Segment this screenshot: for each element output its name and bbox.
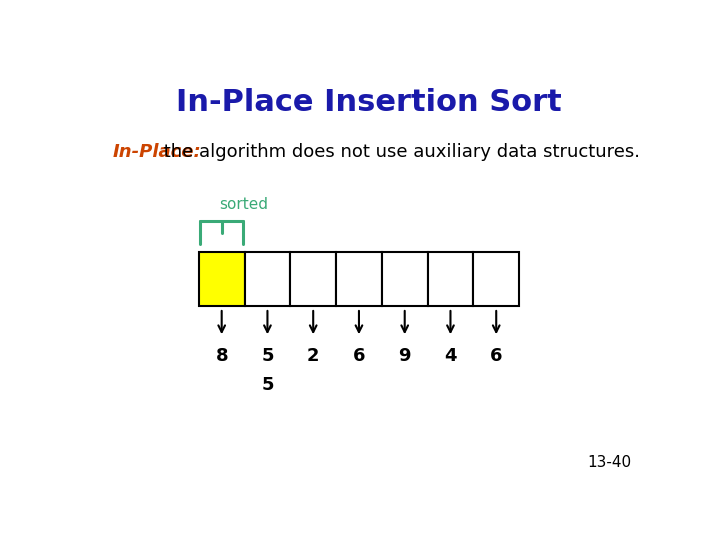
Bar [428, 252, 473, 306]
Text: 5: 5 [261, 347, 274, 365]
Text: 5: 5 [261, 376, 274, 394]
Text: the algorithm does not use auxiliary data structures.: the algorithm does not use auxiliary dat… [158, 143, 640, 161]
Bar [290, 252, 336, 306]
Text: 13-40: 13-40 [587, 455, 631, 470]
Text: 9: 9 [398, 347, 411, 365]
Text: 2: 2 [307, 347, 320, 365]
Bar [199, 252, 245, 306]
Bar [336, 252, 382, 306]
Bar [245, 252, 290, 306]
Bar [382, 252, 428, 306]
Text: In-Place Insertion Sort: In-Place Insertion Sort [176, 87, 562, 117]
Text: 6: 6 [353, 347, 365, 365]
Text: 4: 4 [444, 347, 456, 365]
Text: 8: 8 [215, 347, 228, 365]
Text: sorted: sorted [220, 197, 269, 212]
Text: 6: 6 [490, 347, 503, 365]
Bar [473, 252, 519, 306]
Text: In-Place:: In-Place: [112, 143, 201, 161]
